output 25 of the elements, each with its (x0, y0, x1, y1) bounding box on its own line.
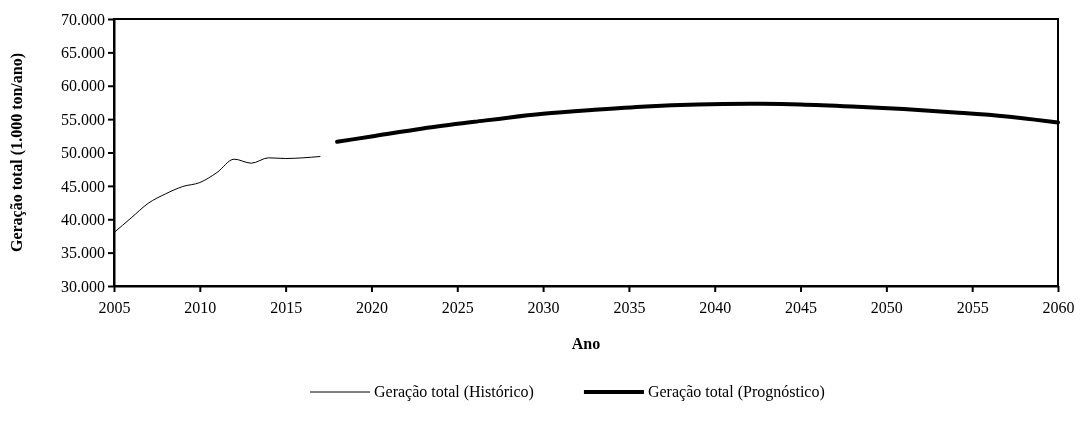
x-tick-label: 2055 (956, 298, 989, 316)
y-tick-label: 30.000 (61, 277, 105, 295)
x-tick-label: 2025 (441, 298, 474, 316)
y-tick-label: 60.000 (61, 77, 105, 95)
y-tick-label: 45.000 (61, 177, 105, 195)
x-tick-label: 2005 (98, 298, 131, 316)
x-tick-label: 2010 (184, 298, 217, 316)
x-tick-label: 2060 (1042, 298, 1075, 316)
y-tick-label: 35.000 (61, 244, 105, 262)
y-tick-label: 55.000 (61, 110, 105, 128)
x-axis-title: Ano (571, 335, 601, 352)
x-tick-label: 2035 (613, 298, 646, 316)
y-tick-label: 50.000 (61, 144, 105, 162)
x-tick-label: 2030 (527, 298, 560, 316)
x-tick-label: 2015 (270, 298, 303, 316)
y-axis-title: Geração total (1.000 ton/ano) (8, 52, 26, 253)
x-tick-label: 2040 (699, 298, 732, 316)
legend-label: Geração total (Histórico) (374, 383, 534, 401)
y-tick-label: 40.000 (61, 210, 105, 228)
x-tick-label: 2045 (785, 298, 818, 316)
x-tick-label: 2050 (870, 298, 903, 316)
y-tick-label: 65.000 (61, 43, 105, 61)
x-tick-label: 2020 (355, 298, 388, 316)
legend-label: Geração total (Prognóstico) (647, 383, 825, 401)
y-tick-label: 70.000 (61, 10, 105, 28)
